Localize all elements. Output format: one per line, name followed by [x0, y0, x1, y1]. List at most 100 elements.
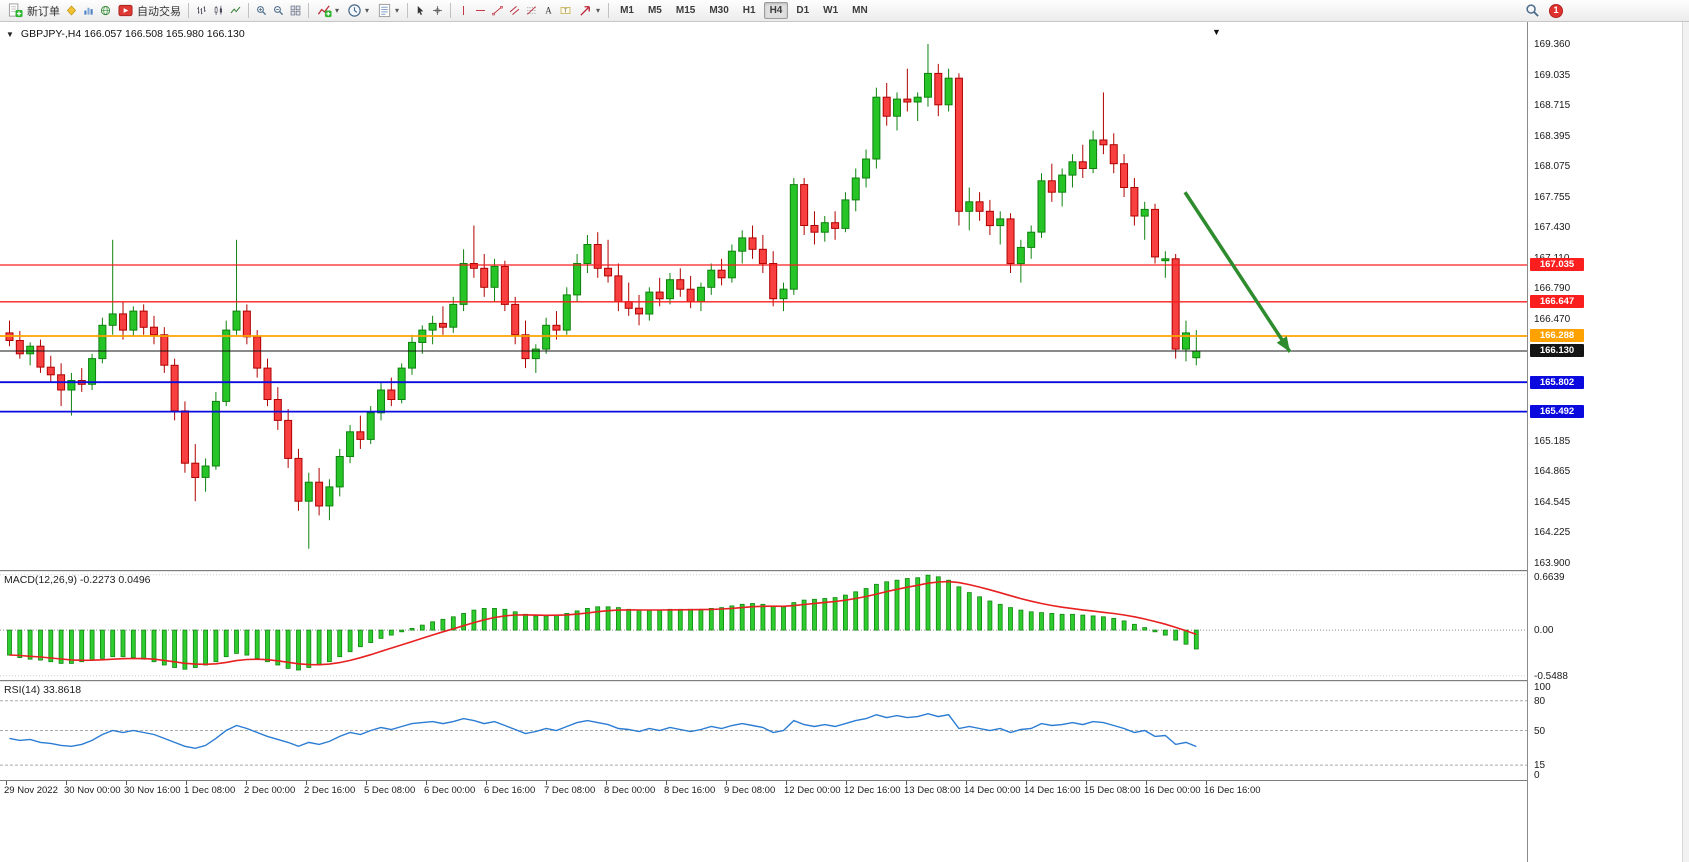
price-level-badge-pivot: 166.288: [1530, 329, 1584, 343]
time-axis-tick: [186, 781, 187, 785]
quotes-icon[interactable]: [63, 2, 80, 19]
price-level-badge-resistance: 166.647: [1530, 295, 1584, 309]
web-terminal-icon[interactable]: [97, 2, 114, 19]
zoom-in-icon[interactable]: [253, 2, 270, 19]
price-tick-label: 165.185: [1534, 435, 1571, 447]
time-axis-tick: [246, 781, 247, 785]
time-axis-tick: [966, 781, 967, 785]
time-axis-tick: [1146, 781, 1147, 785]
templates-button[interactable]: ▾: [373, 1, 403, 20]
time-axis-label: 1 Dec 08:00: [184, 785, 236, 796]
timeframe-m5[interactable]: M5: [647, 5, 662, 16]
market-depth-icon[interactable]: [80, 2, 97, 19]
indicators-button[interactable]: ▾: [313, 1, 343, 20]
time-axis-label: 30 Nov 00:00: [64, 785, 121, 796]
chevron-down-icon: ▾: [365, 6, 370, 15]
timeframe-mn[interactable]: MN: [852, 5, 868, 16]
timeframe-m1[interactable]: M1: [620, 5, 634, 16]
price-level-badge-support: 165.802: [1530, 375, 1584, 389]
rsi-title: RSI(14) 33.8618: [4, 684, 82, 696]
time-axis-tick: [846, 781, 847, 785]
periodicity-button[interactable]: ▾: [343, 1, 373, 20]
time-axis-tick: [1206, 781, 1207, 785]
time-axis-label: 8 Dec 00:00: [604, 785, 656, 796]
chart-workspace: ▼ GBPJPY-,H4 166.057 166.508 165.980 166…: [0, 22, 1689, 862]
time-axis-tick: [606, 781, 607, 785]
price-panel[interactable]: ▼ GBPJPY-,H4 166.057 166.508 165.980 166…: [0, 24, 1527, 570]
time-axis-label: 16 Dec 00:00: [1144, 785, 1201, 796]
time-axis-label: 9 Dec 08:00: [724, 785, 776, 796]
price-tick-label: 164.865: [1534, 466, 1571, 478]
cursor-icon[interactable]: [412, 2, 429, 19]
macd-title: MACD(12,26,9) -0.2273 0.0496: [4, 574, 151, 586]
equidistant-channel-icon[interactable]: [506, 2, 523, 19]
time-axis-label: 16 Dec 16:00: [1204, 785, 1261, 796]
new-order-button[interactable]: 新订单: [4, 1, 63, 20]
time-axis-tick: [6, 781, 7, 785]
price-tick-label: 168.395: [1534, 130, 1571, 142]
chevron-down-icon: ▾: [335, 6, 340, 15]
time-axis-label: 14 Dec 00:00: [964, 785, 1021, 796]
time-axis-label: 2 Dec 16:00: [304, 785, 356, 796]
vertical-line-icon[interactable]: [455, 2, 472, 19]
time-axis-tick: [1086, 781, 1087, 785]
algo-trading-button[interactable]: 自动交易: [114, 1, 184, 20]
time-axis-tick: [786, 781, 787, 785]
toolbar-right-group: 1: [1524, 2, 1563, 19]
timeframe-toolbar: M1 M5 M15 M30 H1 H4 D1 W1 MN: [613, 2, 875, 19]
symbol-header: ▼ GBPJPY-,H4 166.057 166.508 165.980 166…: [6, 28, 245, 40]
collapse-panel-icon[interactable]: ▼: [6, 29, 14, 39]
price-tick-label: 164.545: [1534, 496, 1571, 508]
timeframe-h4[interactable]: H4: [763, 2, 789, 19]
time-axis-tick: [1026, 781, 1027, 785]
timeframe-m30[interactable]: M30: [709, 5, 729, 16]
rsi-panel[interactable]: RSI(14) 33.8618: [0, 680, 1527, 780]
time-axis-tick: [366, 781, 367, 785]
rsi-tick-label: 15: [1534, 760, 1546, 772]
crosshair-icon[interactable]: [429, 2, 446, 19]
time-axis[interactable]: 29 Nov 2022 30 Nov 00:00 30 Nov 16:00 1 Dec…: [0, 780, 1527, 862]
time-axis-label: 29 Nov 2022: [4, 785, 58, 796]
trendline-icon[interactable]: [489, 2, 506, 19]
timeframe-w1[interactable]: W1: [823, 5, 839, 16]
zoom-out-icon[interactable]: [270, 2, 287, 19]
price-tick-label: 167.110: [1534, 253, 1569, 264]
timeframe-h1[interactable]: H1: [742, 5, 756, 16]
price-tick-label: 168.715: [1534, 100, 1571, 112]
price-axis[interactable]: 169.360 169.035 168.715 168.395 168.075 167.7…: [1527, 22, 1689, 862]
tile-windows-icon[interactable]: [287, 2, 304, 19]
search-icon[interactable]: [1524, 2, 1541, 19]
timeframe-m15[interactable]: M15: [675, 5, 696, 16]
time-axis-label: 5 Dec 08:00: [364, 785, 416, 796]
time-axis-tick: [126, 781, 127, 785]
price-tick-label: 168.075: [1534, 161, 1571, 173]
horizontal-line-icon[interactable]: [472, 2, 489, 19]
bar-chart-icon[interactable]: [193, 2, 210, 19]
time-axis-tick: [666, 781, 667, 785]
text-icon[interactable]: A: [540, 2, 557, 19]
algo-trading-icon: [117, 2, 134, 19]
fibonacci-icon[interactable]: [523, 2, 540, 19]
price-tick-label: 169.360: [1534, 38, 1571, 50]
svg-text:A: A: [545, 6, 552, 16]
rsi-line: [9, 712, 1197, 750]
price-level-badge-resistance: 167.035: [1530, 258, 1584, 272]
candlestick-chart-icon[interactable]: [210, 2, 227, 19]
notification-badge[interactable]: 1: [1549, 3, 1563, 18]
time-axis-tick: [426, 781, 427, 785]
line-chart-icon[interactable]: [227, 2, 244, 19]
rsi-tick-label: 0: [1534, 770, 1540, 781]
trend-arrow[interactable]: [1183, 191, 1292, 353]
arrow-tool-icon: [577, 2, 594, 19]
chart-shift-marker[interactable]: ▼: [1212, 27, 1221, 37]
time-axis-label: 7 Dec 08:00: [544, 785, 596, 796]
timeframe-d1[interactable]: D1: [796, 5, 810, 16]
toolbar-separator: [308, 3, 309, 18]
text-label-icon[interactable]: T: [557, 2, 574, 19]
macd-panel[interactable]: MACD(12,26,9) -0.2273 0.0496: [0, 570, 1527, 680]
symbol-ohlc-label: GBPJPY-,H4 166.057 166.508 165.980 166.1…: [20, 28, 245, 40]
arrow-tools-button[interactable]: ▾: [574, 1, 604, 20]
clock-icon: [346, 2, 363, 19]
time-axis-label: 2 Dec 00:00: [244, 785, 296, 796]
time-axis-tick: [546, 781, 547, 785]
